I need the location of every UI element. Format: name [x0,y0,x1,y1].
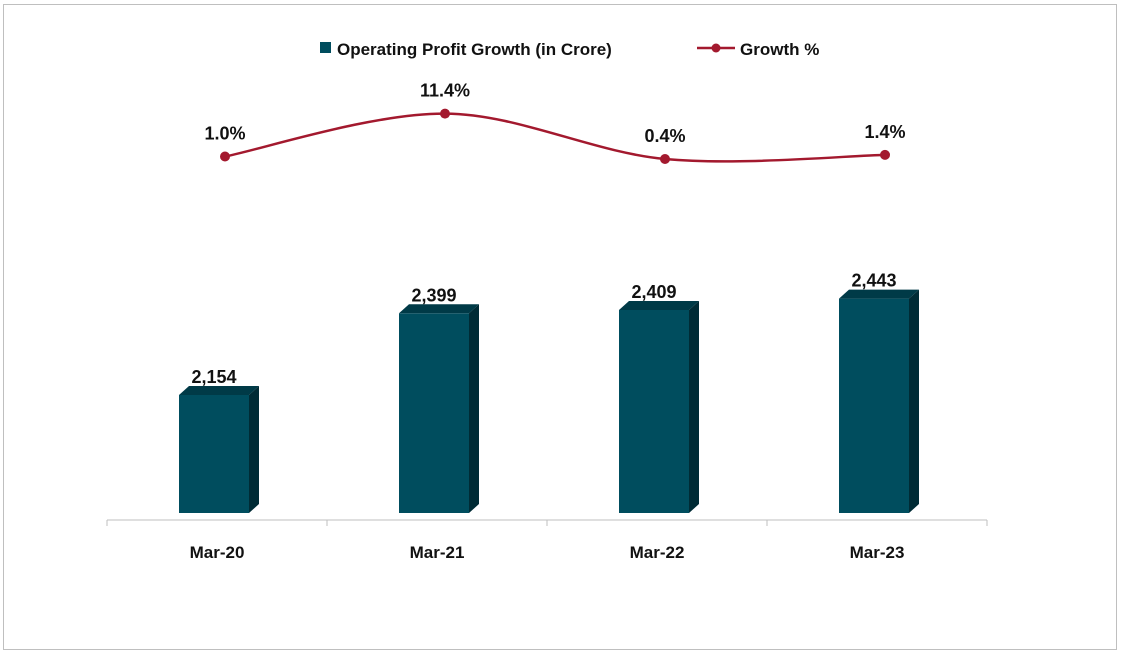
bar [839,289,919,513]
growth-value-label: 0.4% [644,126,685,146]
growth-value-label: 1.0% [204,124,245,144]
bar [619,300,699,513]
x-tick-label: Mar-21 [410,543,465,562]
bar-top [619,300,699,310]
bar [179,385,259,513]
bar-front [399,313,469,513]
bar-top [399,304,479,314]
bar-value-label: 2,409 [631,282,676,302]
growth-line [224,112,886,163]
bar-front [179,394,249,513]
bar-side [909,289,919,513]
bar [399,304,479,513]
legend-label-line: Growth % [740,40,819,59]
bar-value-label: 2,154 [191,367,236,387]
bar-front [619,309,689,513]
x-axis: Mar-20 Mar-21 Mar-22 Mar-23 [106,519,988,562]
growth-value-label: 1.4% [864,122,905,142]
growth-value-label: 11.4% [420,81,470,101]
bar-side [469,304,479,513]
growth-point [220,151,230,162]
growth-point [440,108,450,119]
legend: Operating Profit Growth (in Crore) Growt… [320,40,819,59]
x-tick-label: Mar-22 [630,543,685,562]
line-series: 1.0% 11.4% 0.4% 1.4% [204,81,906,164]
x-tick-label: Mar-23 [850,543,905,562]
x-tick-label: Mar-20 [190,543,245,562]
legend-swatch-marker [711,43,721,53]
bar-side [689,300,699,513]
bar-value-label: 2,399 [411,285,456,305]
growth-point [660,154,670,164]
growth-point [880,149,890,160]
legend-label-bar: Operating Profit Growth (in Crore) [337,40,612,59]
bar-series: 2,154 2,399 2,409 2,443 [179,271,919,513]
bar-value-label: 2,443 [851,271,896,291]
legend-swatch-bar [320,42,331,53]
bar-top [839,289,919,299]
chart-frame [3,4,1117,650]
bar-front [839,298,909,513]
bar-side [249,385,259,513]
bar-top [179,385,259,395]
